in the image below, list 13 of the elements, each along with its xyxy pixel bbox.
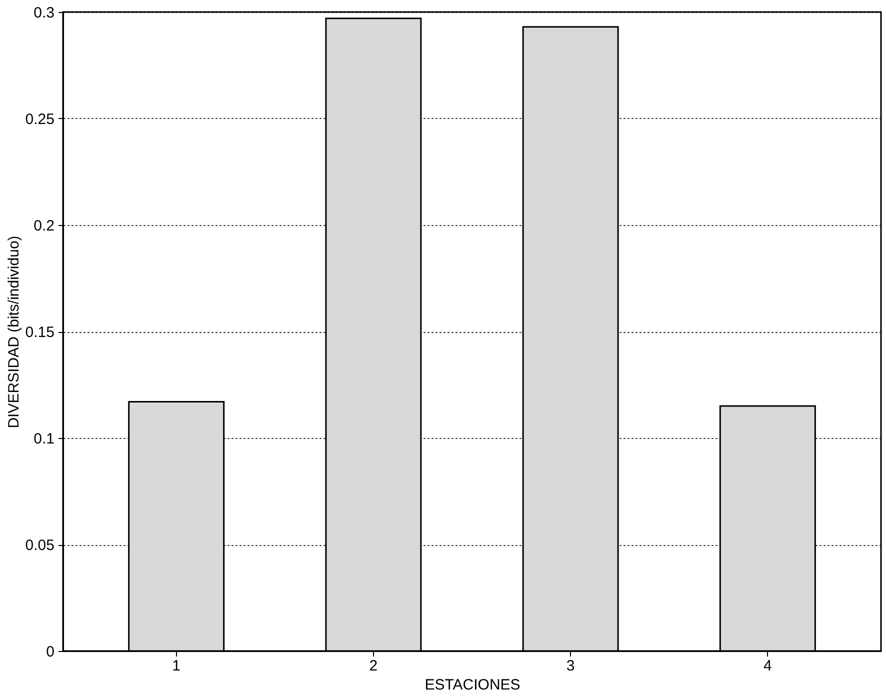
x-tick-label: 4 (763, 658, 772, 674)
y-tick-label: 0.2 (34, 218, 54, 234)
y-axis-title: DIVERSIDAD (bits/individuo) (5, 236, 22, 428)
x-axis-title: ESTACIONES (424, 676, 520, 694)
x-tick-label: 1 (172, 658, 181, 674)
y-tick-label: 0.25 (25, 111, 54, 128)
x-tick-label: 2 (369, 658, 378, 674)
y-tick-label: 0 (46, 644, 54, 660)
y-tick-label: 0.15 (25, 324, 54, 341)
y-tick-label: 0.05 (25, 537, 54, 554)
y-tick-label: 0.1 (34, 430, 54, 448)
x-tick-label: 3 (566, 658, 575, 674)
y-tick-label: 0.3 (34, 4, 54, 22)
